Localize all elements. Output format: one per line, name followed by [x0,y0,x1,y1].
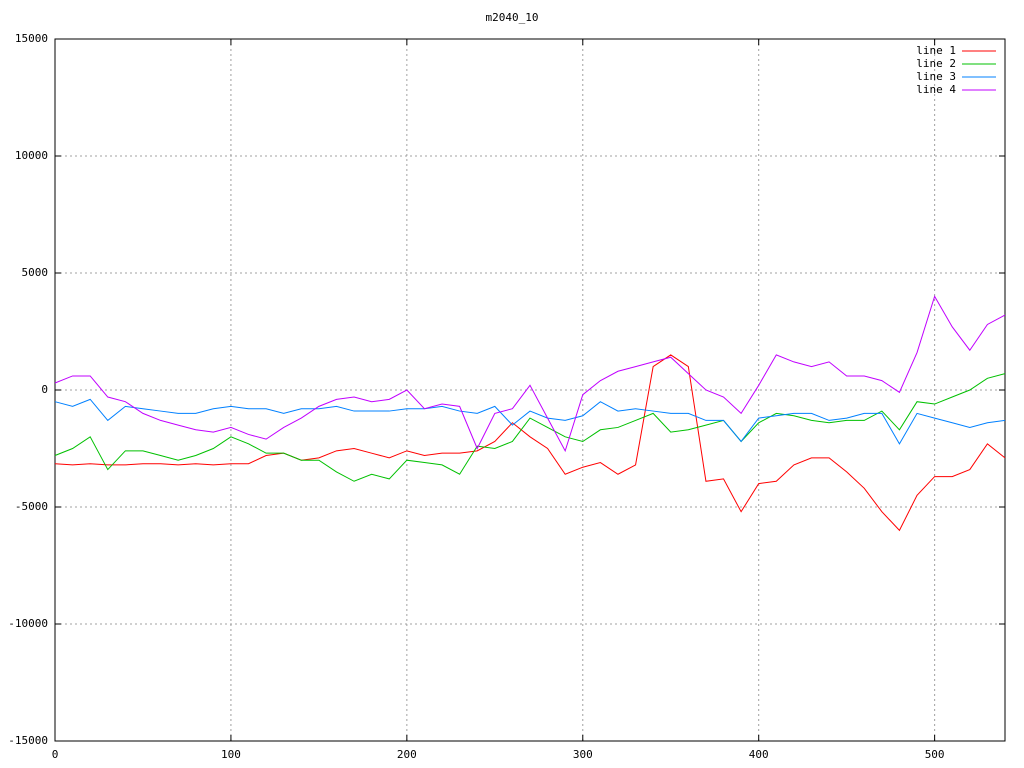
y-tick-label: 10000 [15,149,48,162]
x-tick-label: 400 [749,748,769,761]
y-tick-label: -10000 [8,617,48,630]
y-tick-label: -5000 [15,500,48,513]
legend-label: line 1 [916,44,956,57]
y-tick-label: 0 [41,383,48,396]
legend-label: line 4 [916,83,956,96]
series-line [54,373,1006,482]
y-tick-label: 5000 [22,266,49,279]
x-tick-label: 100 [221,748,241,761]
legend-label: line 3 [916,70,956,83]
y-tick-label: 15000 [15,32,48,45]
x-tick-label: 200 [397,748,417,761]
x-tick-label: 500 [925,748,945,761]
chart-title: m2040_10 [486,11,539,24]
plot-frame [54,38,1006,742]
series-line [54,295,1006,453]
series-line [54,354,1006,532]
x-tick-label: 0 [52,748,59,761]
y-tick-label: -15000 [8,734,48,747]
legend-label: line 2 [916,57,956,70]
series-line [54,398,1006,445]
x-tick-label: 300 [573,748,593,761]
